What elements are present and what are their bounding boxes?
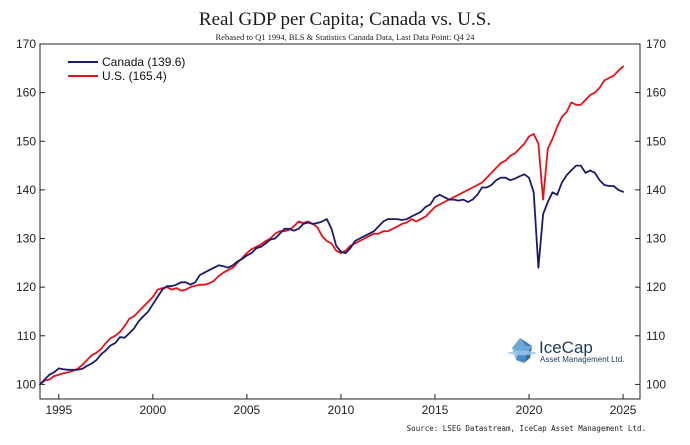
- iceberg-icon: [508, 338, 536, 363]
- y-tick-label-left: 140: [16, 183, 36, 197]
- y-tick-label-right: 130: [646, 232, 666, 246]
- legend: Canada (139.6) U.S. (165.4): [68, 55, 185, 83]
- series-line-us: [39, 65, 624, 386]
- x-tick-label: 2000: [140, 403, 167, 417]
- y-tick-label-right: 170: [646, 37, 666, 51]
- x-tick-label: 2020: [516, 403, 543, 417]
- y-tick-label-right: 140: [646, 183, 666, 197]
- y-tick-label-right: 110: [646, 329, 665, 343]
- legend-label-us: U.S. (165.4): [102, 69, 167, 83]
- y-tick-label-left: 120: [16, 280, 36, 294]
- series-line-canada: [39, 164, 624, 386]
- icecap-logo: IceCap Asset Management Ltd.: [508, 338, 625, 364]
- plot-area-frame: [39, 43, 641, 400]
- y-tick-label-left: 110: [17, 329, 36, 343]
- x-tick-label: 2015: [422, 403, 449, 417]
- y-tick-label-left: 100: [16, 377, 36, 391]
- y-tick-label-right: 160: [646, 86, 666, 100]
- y-tick-label-left: 150: [16, 134, 36, 148]
- x-tick-label: 2005: [234, 403, 261, 417]
- y-tick-label-right: 100: [646, 377, 666, 391]
- y-tick-label-left: 160: [16, 86, 36, 100]
- source-note: Source: LSEG Datastream, IceCap Asset Ma…: [407, 424, 646, 433]
- x-ticks: 1995 2000 2005 2010 2015 2020 2025: [45, 394, 637, 417]
- x-tick-label: 2025: [610, 403, 637, 417]
- legend-label-canada: Canada (139.6): [102, 55, 185, 69]
- y-ticks-right: 100 110 120 130 140 150 160 170: [635, 37, 666, 391]
- y-tick-label-left: 130: [16, 232, 36, 246]
- x-tick-label: 1995: [45, 403, 72, 417]
- y-tick-label-right: 120: [646, 280, 666, 294]
- x-tick-label: 2010: [328, 403, 355, 417]
- brand-tagline: Asset Management Ltd.: [540, 355, 625, 364]
- brand-name: IceCap: [539, 338, 593, 357]
- y-tick-label-left: 170: [16, 37, 36, 51]
- series-layer: [39, 65, 624, 386]
- y-ticks-left: 100 110 120 130 140 150 160 170: [16, 37, 45, 391]
- y-tick-label-right: 150: [646, 134, 666, 148]
- chart-title: Real GDP per Capita; Canada vs. U.S.: [199, 9, 491, 30]
- chart-subtitle: Rebased to Q1 1994, BLS & Statistics Can…: [216, 32, 476, 42]
